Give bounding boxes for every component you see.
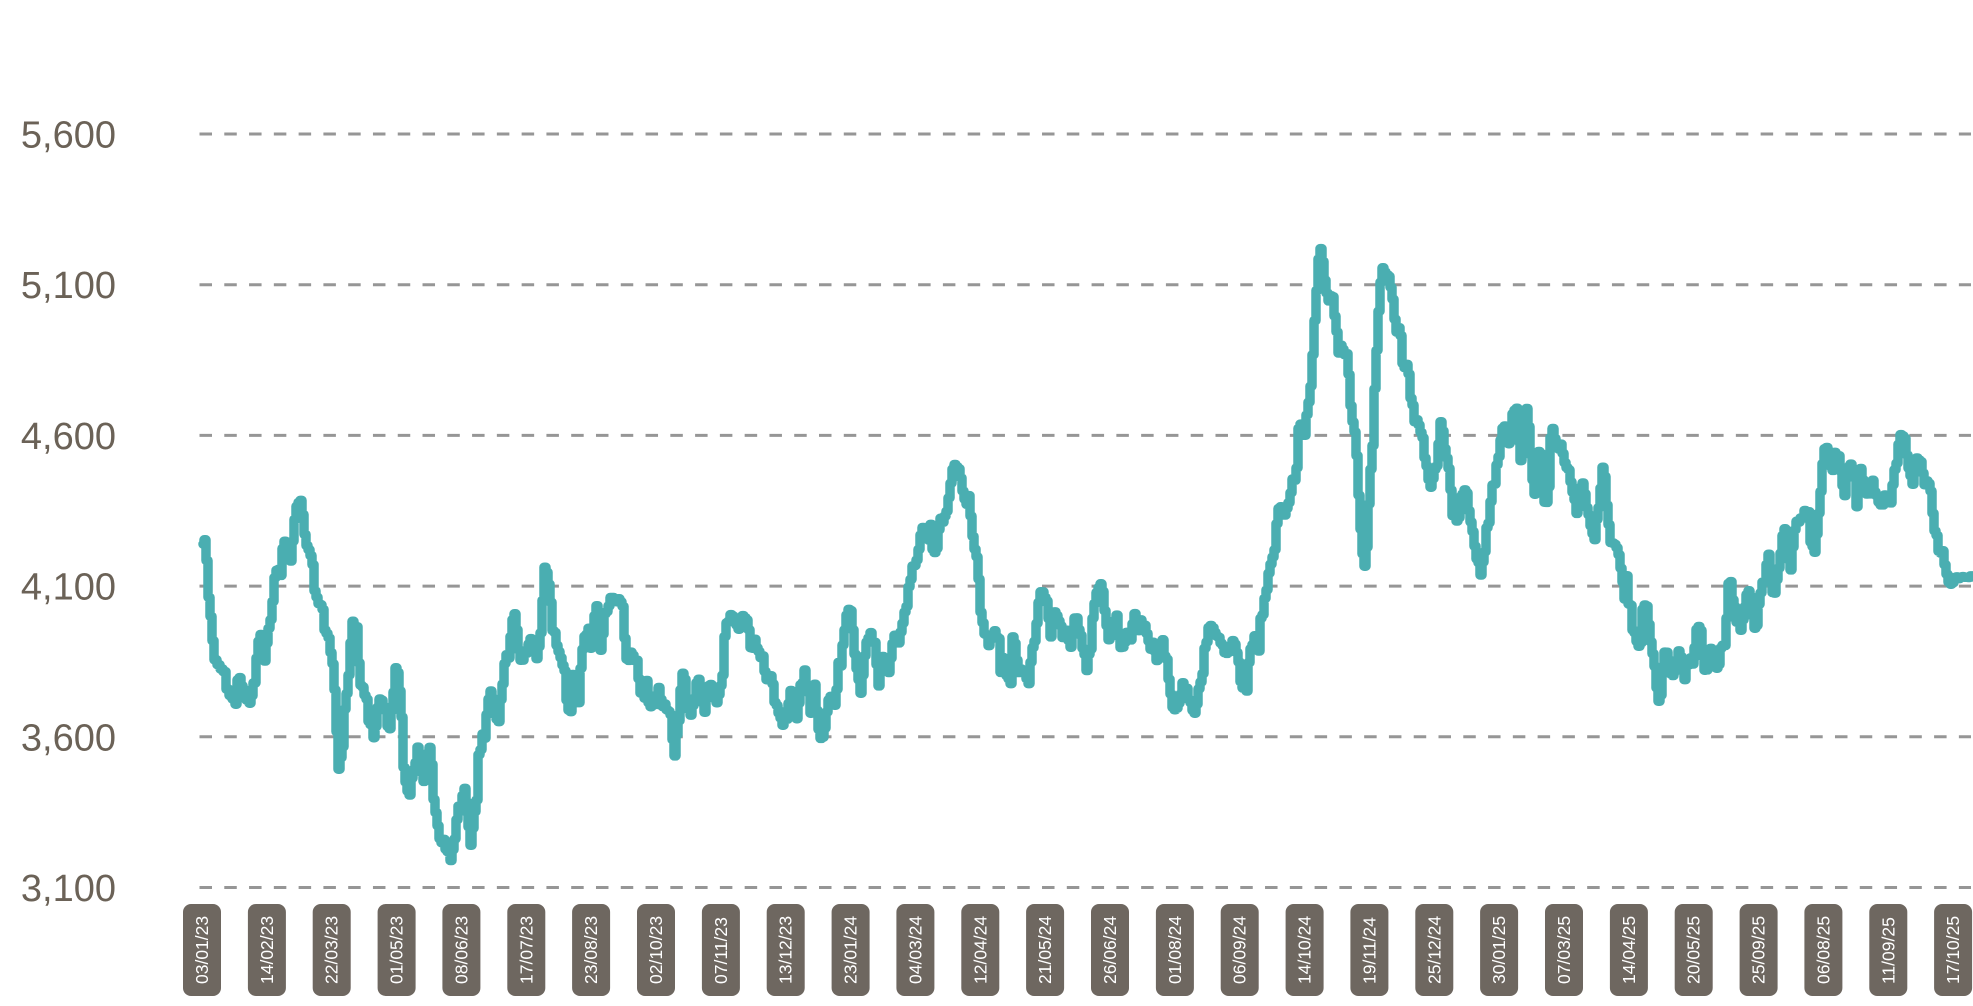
svg-text:4,100: 4,100 [21, 567, 116, 609]
svg-text:03/01/23: 03/01/23 [192, 916, 212, 984]
svg-text:13/12/23: 13/12/23 [776, 916, 796, 984]
svg-text:14/04/25: 14/04/25 [1619, 916, 1639, 984]
svg-text:14/02/23: 14/02/23 [257, 916, 277, 984]
svg-text:3,100: 3,100 [21, 868, 116, 910]
svg-text:07/03/25: 07/03/25 [1554, 916, 1574, 984]
svg-text:21/05/24: 21/05/24 [1035, 916, 1055, 984]
svg-text:06/09/24: 06/09/24 [1230, 916, 1250, 984]
svg-text:25/12/24: 25/12/24 [1424, 916, 1444, 984]
svg-text:01/05/23: 01/05/23 [387, 916, 407, 984]
svg-text:04/03/24: 04/03/24 [905, 916, 925, 984]
svg-text:01/08/24: 01/08/24 [1165, 916, 1185, 984]
svg-text:12/04/24: 12/04/24 [970, 916, 990, 984]
svg-text:17/10/25: 17/10/25 [1943, 916, 1963, 984]
svg-text:25/09/25: 25/09/25 [1749, 916, 1769, 984]
svg-text:26/06/24: 26/06/24 [1100, 916, 1120, 984]
svg-text:08/06/23: 08/06/23 [451, 916, 471, 984]
svg-text:07/11/23: 07/11/23 [711, 917, 731, 984]
svg-text:19/11/24: 19/11/24 [1359, 917, 1379, 984]
svg-text:06/08/25: 06/08/25 [1813, 916, 1833, 984]
svg-text:02/10/23: 02/10/23 [646, 916, 666, 984]
svg-text:23/08/23: 23/08/23 [581, 916, 601, 984]
svg-text:20/05/25: 20/05/25 [1684, 916, 1704, 984]
svg-text:30/01/25: 30/01/25 [1489, 916, 1509, 984]
svg-text:4,600: 4,600 [21, 416, 116, 458]
svg-text:5,100: 5,100 [21, 265, 116, 307]
svg-text:5,600: 5,600 [21, 115, 116, 157]
svg-text:14/10/24: 14/10/24 [1295, 916, 1315, 984]
svg-text:22/03/23: 22/03/23 [322, 916, 342, 984]
svg-text:23/01/24: 23/01/24 [841, 916, 861, 984]
svg-text:3,600: 3,600 [21, 717, 116, 759]
svg-text:11/09/25: 11/09/25 [1878, 917, 1898, 984]
svg-text:17/07/23: 17/07/23 [516, 916, 536, 984]
